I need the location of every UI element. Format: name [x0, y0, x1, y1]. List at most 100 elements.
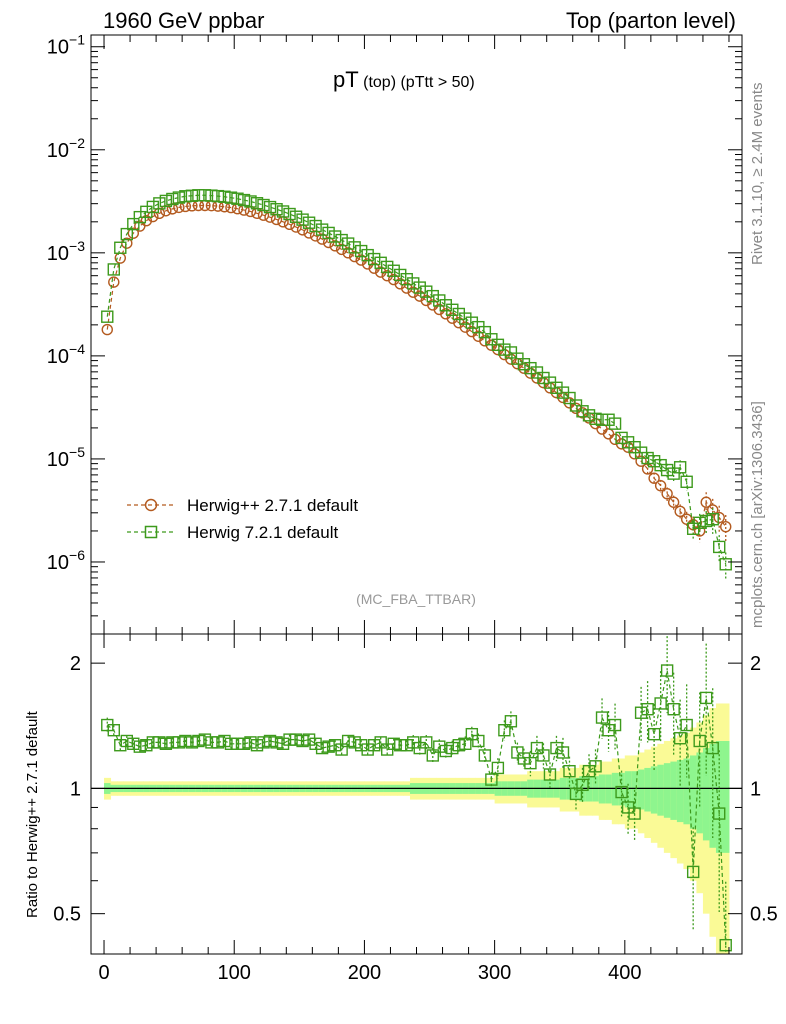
ratio-point: [270, 736, 283, 749]
main-point-herwig7: [328, 230, 342, 243]
ratio-point: [673, 732, 687, 745]
main-point-herwig7: [283, 207, 296, 221]
ratio-axes: 0.5 0.5 1 1 2 2: [53, 634, 778, 955]
main-point-herwig7: [322, 226, 335, 240]
rivet-version-label: Rivet 3.1.10, ≥ 2.4M events: [749, 83, 766, 266]
main-point-herwigpp: [602, 428, 615, 440]
ratio-point: [367, 739, 381, 752]
main-axes: 10−6 10−5 10−4 10−3 10−2 10−1: [47, 32, 742, 635]
ratio-data-layer: [91, 636, 742, 954]
main-point-herwig7: [537, 371, 550, 385]
ratio-point: [706, 741, 719, 755]
main-frame: [90, 34, 743, 635]
ratio-point: [452, 739, 466, 752]
main-point-herwigpp: [108, 276, 120, 288]
main-point-herwig7: [420, 285, 433, 298]
ratio-point: [361, 743, 374, 756]
main-point-herwig7: [582, 409, 596, 422]
main-point-herwig7: [589, 412, 602, 426]
main-y-tick-exponent: −6: [69, 547, 85, 563]
ratio-point: [693, 734, 706, 748]
main-point-herwig7: [244, 195, 257, 208]
main-point-herwig7: [595, 413, 609, 426]
ratio-point: [322, 740, 335, 753]
main-point-herwig7: [153, 197, 166, 210]
main-point-herwigpp: [635, 455, 647, 467]
main-point-herwig7: [615, 431, 628, 445]
main-series-line: [106, 204, 727, 533]
ratio-point: [576, 778, 589, 792]
main-y-tick-label: 10−3: [47, 238, 85, 265]
main-point-herwig7: [224, 191, 238, 204]
ratio-point: [465, 727, 479, 741]
collision-energy-label: 1960 GeV ppbar: [103, 8, 264, 33]
main-point-herwig7: [127, 217, 140, 231]
ratio-point: [517, 752, 531, 765]
main-point-herwig7: [270, 203, 283, 216]
process-label: Top (parton level): [566, 8, 736, 33]
ratio-point: [667, 703, 680, 716]
ratio-band-inner: [631, 771, 639, 808]
ratio-point: [296, 734, 309, 748]
main-point-herwig7: [354, 244, 368, 258]
ratio-point: [439, 744, 452, 758]
main-point-herwig7: [231, 192, 244, 205]
main-point-herwig7: [335, 233, 348, 247]
analysis-tag: (MC_FBA_TTBAR): [356, 591, 476, 607]
main-point-herwig7: [608, 417, 622, 430]
ratio-point: [400, 739, 413, 752]
ratio-point: [472, 734, 485, 748]
ratio-point: [263, 734, 277, 748]
ratio-point: [595, 711, 609, 724]
ratio-panel: 0.5 0.5 1 1 2 2: [53, 633, 778, 955]
ratio-point: [530, 741, 544, 755]
legend-marker-herwigpp: [144, 498, 158, 512]
x-tick-label: 100: [218, 962, 251, 984]
x-axis-tick-labels: 0 100 200 300 400: [98, 962, 641, 984]
main-point-herwigpp: [147, 210, 159, 223]
main-point-herwigpp: [648, 472, 660, 484]
main-point-herwig7: [452, 307, 466, 321]
x-tick-label: 300: [478, 962, 511, 984]
main-point-herwigpp: [628, 448, 641, 460]
main-point-herwig7: [381, 260, 394, 274]
ratio-point: [634, 706, 648, 719]
ratio-point: [146, 736, 160, 749]
main-point-herwig7: [341, 237, 355, 250]
ratio-point: [257, 736, 270, 749]
main-point-herwigpp: [713, 511, 725, 524]
ratio-band-inner: [670, 761, 678, 820]
ratio-point: [302, 733, 316, 746]
main-point-herwig7: [407, 277, 420, 290]
ratio-point: [699, 691, 713, 705]
ratio-band-inner: [657, 764, 665, 816]
main-y-tick-label: 10−4: [47, 341, 85, 368]
main-point-herwigpp: [720, 520, 732, 533]
main-point-herwig7: [263, 200, 277, 214]
main-point-herwig7: [563, 391, 576, 405]
ratio-point: [198, 733, 212, 746]
x-tick-label: 0: [98, 962, 109, 984]
main-point-herwig7: [517, 358, 531, 371]
plot-title: pT (top) (pTtt > 50): [333, 67, 475, 92]
ratio-point: [537, 749, 550, 762]
ratio-y-tick-label: 0.5: [53, 904, 81, 926]
main-point-herwig7: [498, 343, 511, 356]
main-point-herwig7: [179, 190, 192, 203]
main-point-herwig7: [647, 455, 661, 468]
main-point-herwig7: [159, 194, 173, 208]
main-point-herwigpp: [654, 479, 667, 492]
main-point-herwig7: [185, 189, 199, 202]
main-point-herwig7: [205, 189, 218, 202]
main-point-herwig7: [433, 294, 446, 307]
main-point-herwig7: [394, 268, 407, 282]
main-point-herwig7: [192, 189, 205, 202]
main-point-herwig7: [680, 475, 693, 488]
ratio-point: [556, 746, 570, 759]
ratio-band-inner: [663, 763, 671, 818]
ratio-point: [250, 739, 264, 752]
main-y-tick-exponent: −1: [69, 32, 85, 48]
ratio-point: [387, 737, 400, 750]
main-point-herwigpp: [101, 323, 113, 336]
